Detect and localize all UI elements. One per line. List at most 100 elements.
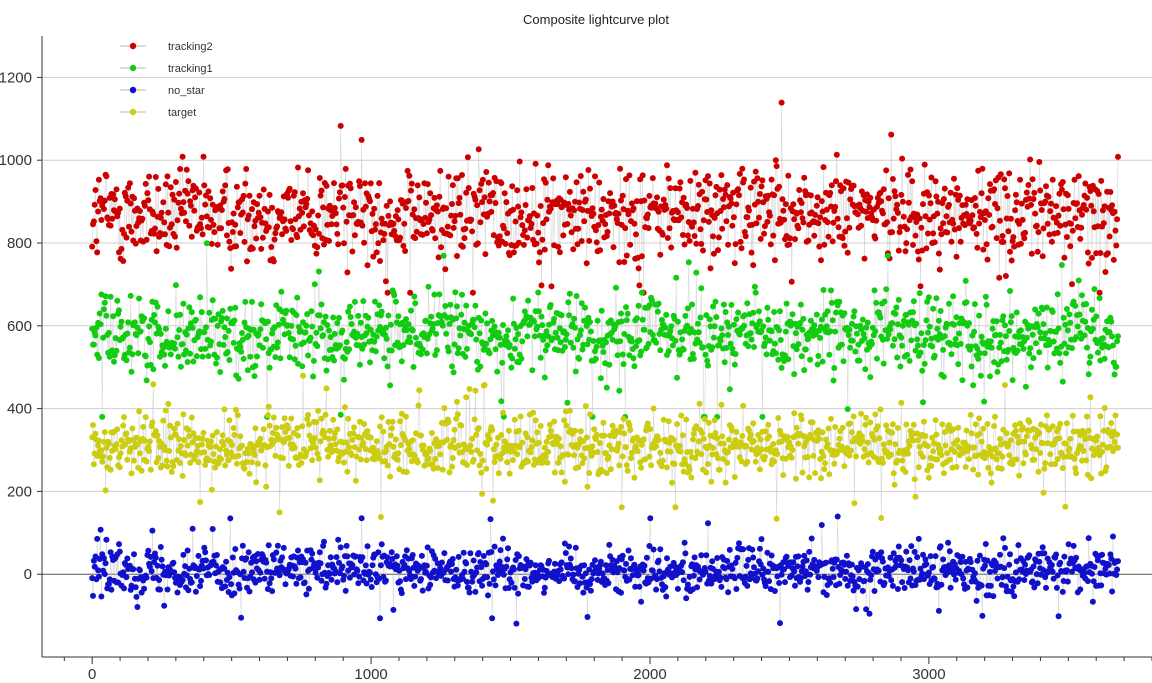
data-point [1061,254,1068,261]
data-point [449,463,455,470]
data-point [819,429,826,436]
data-point [680,577,687,584]
data-point [377,615,383,622]
data-point [364,543,371,550]
data-point [1042,330,1049,337]
data-point [595,222,602,228]
data-point [731,361,738,368]
data-point [268,575,275,582]
data-point [262,220,269,227]
data-point [516,444,523,451]
data-point [937,225,944,232]
data-point [633,315,640,322]
data-point [826,351,833,358]
data-point [257,569,264,576]
data-point [843,568,850,575]
data-point [710,250,717,257]
data-point [744,582,751,589]
data-point [579,346,586,353]
data-point [412,300,419,307]
data-point [829,238,836,245]
data-point [392,298,399,305]
data-point [858,433,865,440]
data-point [375,240,382,247]
data-point [476,462,483,469]
data-point [660,416,667,423]
data-point [557,443,564,450]
data-point [684,232,691,239]
data-point [168,468,175,475]
data-point [208,438,214,445]
data-point [486,350,493,357]
data-point [95,355,102,361]
data-point [241,319,248,326]
data-point [1000,239,1007,245]
data-point [899,322,906,329]
data-point [663,311,670,318]
data-point [188,233,195,240]
data-point [357,456,364,463]
data-point [1108,420,1115,426]
data-point [1112,227,1119,234]
data-point [564,221,571,227]
data-point [222,583,229,590]
data-point [256,192,263,199]
data-point [756,308,762,315]
data-point [920,551,926,558]
data-point [584,614,591,620]
data-point [219,307,226,314]
data-point [282,581,289,588]
data-point [648,297,655,304]
data-point [558,469,565,476]
data-point [141,585,148,592]
data-point [255,331,262,338]
data-point [903,548,910,555]
data-point [179,472,186,479]
data-point [968,430,975,437]
data-point [1068,220,1075,227]
data-point [326,202,333,209]
data-point [567,212,574,219]
data-point [672,337,679,344]
data-point [702,351,709,358]
data-point [137,328,144,335]
data-point [1003,356,1010,363]
data-point [827,328,834,335]
data-point [1064,327,1071,334]
data-point [849,573,856,580]
data-point [222,182,229,189]
data-point [813,311,820,318]
data-point [741,322,747,329]
data-point [640,436,647,443]
data-point [231,590,238,597]
data-point [459,575,466,582]
data-point [510,566,517,573]
data-point [1049,568,1056,575]
data-point [631,220,638,227]
data-point [515,553,522,560]
data-point [491,323,498,330]
data-point [936,266,943,273]
data-point [337,122,344,129]
data-point [575,225,582,232]
data-point [649,567,656,574]
data-point [599,570,606,577]
data-point [1002,273,1009,279]
data-point [793,346,800,353]
data-point [249,459,255,466]
data-point [455,200,462,207]
data-point [551,315,558,322]
data-point [777,337,784,343]
data-point [859,587,866,594]
data-point [889,421,896,428]
data-point [490,190,496,196]
data-point [120,258,127,264]
data-point [103,536,110,543]
data-point [373,333,380,340]
data-point [412,235,419,242]
data-point [887,326,894,333]
data-point [472,588,479,595]
data-point [690,430,697,437]
data-point [479,490,486,497]
data-point [683,416,690,423]
